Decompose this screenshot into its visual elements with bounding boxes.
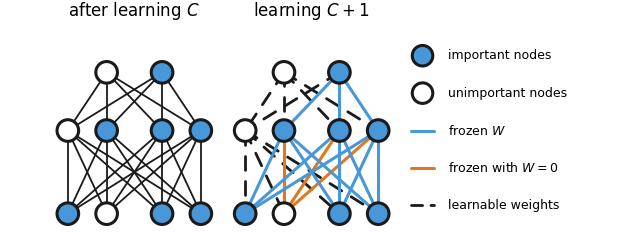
Circle shape [328, 61, 350, 83]
Circle shape [412, 83, 433, 103]
Circle shape [96, 120, 117, 141]
Circle shape [367, 120, 389, 141]
Text: learnable weights: learnable weights [448, 199, 559, 212]
Text: frozen $W$: frozen $W$ [448, 124, 506, 138]
Text: frozen with $W=0$: frozen with $W=0$ [448, 161, 559, 175]
Text: important nodes: important nodes [448, 49, 551, 62]
Circle shape [57, 120, 79, 141]
Text: unimportant nodes: unimportant nodes [448, 87, 567, 100]
Circle shape [273, 120, 295, 141]
Circle shape [151, 120, 173, 141]
Circle shape [273, 61, 295, 83]
Circle shape [328, 203, 350, 224]
Circle shape [328, 120, 350, 141]
Text: learning $C+1$: learning $C+1$ [253, 0, 370, 23]
Circle shape [234, 120, 256, 141]
Circle shape [273, 203, 295, 224]
Circle shape [190, 120, 212, 141]
Circle shape [412, 45, 433, 66]
Text: after learning $C$: after learning $C$ [68, 0, 200, 23]
Circle shape [96, 61, 117, 83]
Circle shape [96, 203, 117, 224]
Circle shape [234, 203, 256, 224]
Circle shape [367, 203, 389, 224]
Circle shape [151, 61, 173, 83]
Circle shape [151, 203, 173, 224]
Circle shape [57, 203, 79, 224]
Circle shape [190, 203, 212, 224]
